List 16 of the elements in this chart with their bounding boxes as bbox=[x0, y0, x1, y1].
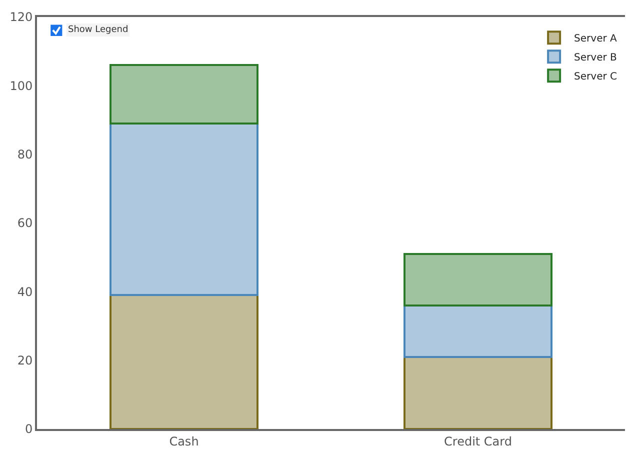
x-tick-label: Cash bbox=[169, 434, 199, 448]
x-tick-label: Credit Card bbox=[444, 434, 512, 448]
annotation: Show Legend bbox=[68, 25, 128, 35]
bar bbox=[404, 252, 552, 306]
y-tick-label: 120 bbox=[10, 10, 33, 24]
legend-label: Server A bbox=[574, 34, 618, 45]
y-tick-label: 100 bbox=[10, 78, 33, 93]
y-tick-label: 40 bbox=[17, 284, 33, 299]
y-tick-label: 20 bbox=[17, 354, 33, 368]
y-tick-label: 60 bbox=[17, 216, 33, 230]
y-tick-label: 0 bbox=[24, 422, 33, 436]
bar bbox=[110, 64, 258, 124]
y-tick-label: 80 bbox=[17, 148, 33, 162]
legend-label: Server B bbox=[574, 52, 618, 64]
legend-label: Server C bbox=[574, 72, 618, 83]
bar bbox=[110, 294, 258, 429]
